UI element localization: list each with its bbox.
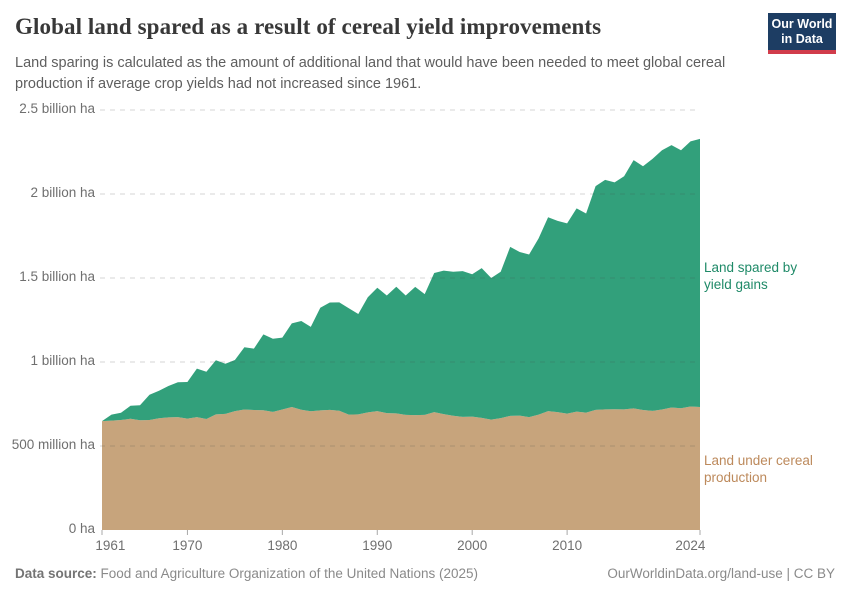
owid-logo[interactable]: Our World in Data: [768, 13, 836, 54]
x-axis-label: 2010: [552, 538, 583, 553]
y-axis-label: 1.5 billion ha: [19, 269, 95, 284]
series-label-land-spared: Land spared by yield gains: [704, 260, 798, 293]
series-label-land-under-production: Land under cereal production: [704, 453, 813, 486]
area-series-land-under-cereal-production[interactable]: [102, 406, 700, 531]
owid-logo-line1: Our World: [771, 17, 833, 31]
x-axis-label: 2024: [675, 538, 706, 553]
x-axis-label: 1990: [362, 538, 393, 553]
x-axis-label: 1961: [95, 538, 126, 553]
area-series-land-spared-by-yield-gains[interactable]: [102, 138, 700, 422]
x-axis-label: 1980: [267, 538, 298, 553]
data-source-note: Data source: Food and Agriculture Organi…: [15, 566, 478, 581]
owid-logo-line2: in Data: [781, 31, 823, 46]
y-axis-label: 2.5 billion ha: [19, 101, 95, 116]
chart-subtitle: Land sparing is calculated as the amount…: [15, 55, 726, 92]
y-axis-label: 500 million ha: [11, 437, 95, 452]
footer-link-license[interactable]: OurWorldinData.org/land-use | CC BY: [607, 566, 835, 581]
data-source-text: Food and Agriculture Organization of the…: [96, 566, 479, 581]
y-axis-label: 0 ha: [68, 521, 95, 536]
chart-footer: Data source: Food and Agriculture Organi…: [15, 566, 835, 581]
x-axis-label: 2000: [457, 538, 488, 553]
y-axis-label: 1 billion ha: [30, 353, 95, 368]
data-source-label: Data source:: [15, 566, 97, 581]
y-axis-label: 2 billion ha: [30, 185, 95, 200]
chart-title: Global land spared as a result of cereal…: [15, 14, 602, 39]
x-axis-label: 1970: [172, 538, 203, 553]
